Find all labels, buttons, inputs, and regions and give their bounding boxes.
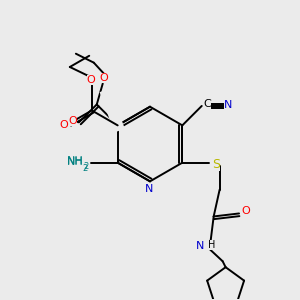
Text: O: O — [100, 73, 109, 82]
Text: C: C — [203, 100, 211, 110]
Text: H: H — [208, 240, 216, 250]
Text: 2: 2 — [82, 164, 88, 172]
Text: NH: NH — [67, 157, 83, 167]
Text: S: S — [212, 158, 220, 171]
Text: N: N — [196, 241, 204, 251]
Text: O: O — [87, 75, 96, 85]
Text: O: O — [241, 206, 250, 216]
Text: O: O — [59, 120, 68, 130]
Text: NH: NH — [67, 156, 83, 166]
Text: O: O — [68, 116, 77, 126]
Text: N: N — [145, 184, 153, 194]
Text: 2: 2 — [84, 162, 89, 171]
Text: N: N — [224, 100, 232, 110]
